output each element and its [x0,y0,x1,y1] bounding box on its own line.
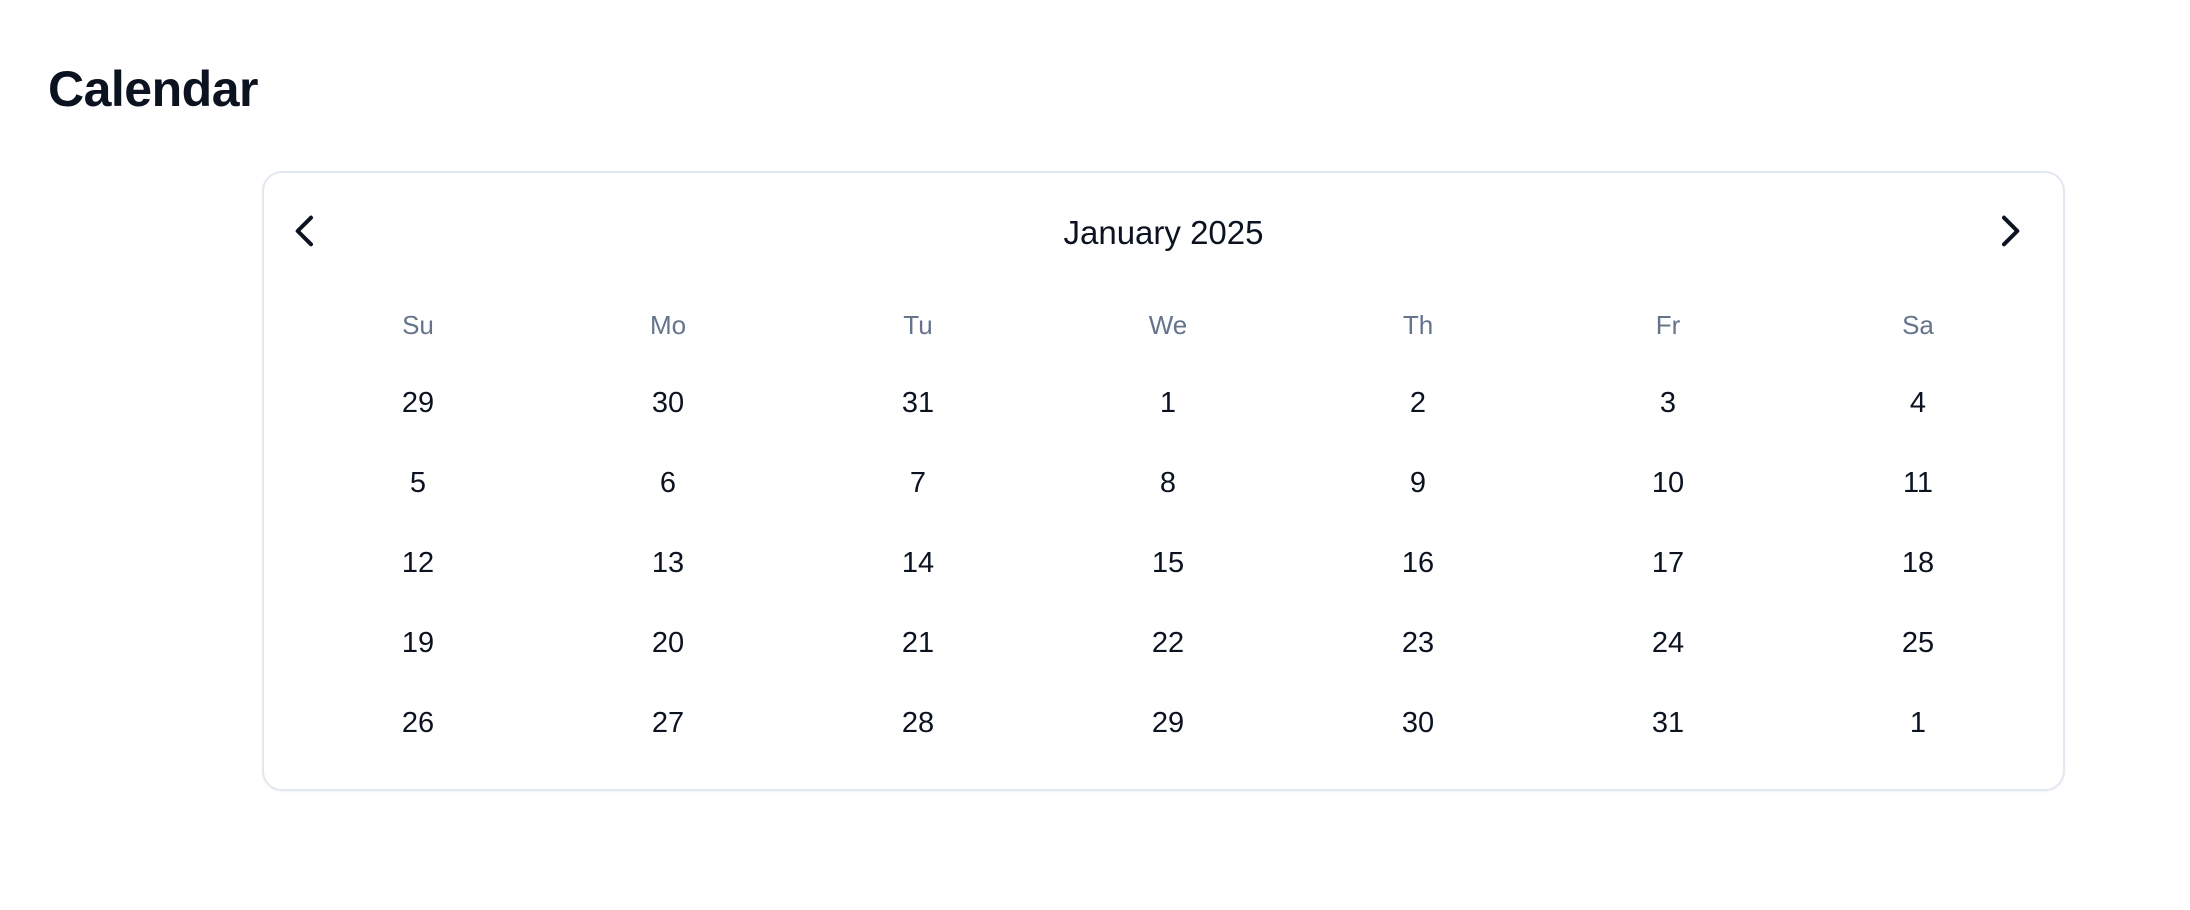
weekday-label: Sa [1902,310,1934,340]
day-cell[interactable]: 31 [901,386,935,419]
day-cell[interactable]: 7 [909,466,927,499]
previous-month-button[interactable] [278,205,334,261]
day-cell[interactable]: 29 [401,386,435,419]
day-cell[interactable]: 24 [1651,626,1685,659]
day-cell[interactable]: 25 [1901,626,1935,659]
day-cell[interactable]: 22 [1151,626,1185,659]
weekday-label: We [1148,310,1188,340]
day-cell[interactable]: 10 [1651,466,1685,499]
page-title: Calendar [48,61,258,117]
day-cell[interactable]: 13 [651,546,685,579]
day-cell[interactable]: 31 [1651,706,1685,739]
month-label: January 2025 [1063,214,1264,251]
day-cell[interactable]: 29 [1151,706,1185,739]
day-cell[interactable]: 20 [651,626,685,659]
day-cell[interactable]: 28 [901,706,935,739]
day-cell[interactable]: 19 [401,626,435,659]
day-cell[interactable]: 17 [1651,546,1685,579]
day-cell[interactable]: 18 [1901,546,1935,579]
day-cell[interactable]: 21 [901,626,935,659]
day-cell[interactable]: 27 [651,706,685,739]
day-cell[interactable]: 4 [1909,386,1927,419]
day-cell[interactable]: 16 [1401,546,1435,579]
day-cell[interactable]: 12 [401,546,435,579]
day-cell[interactable]: 1 [1909,706,1927,739]
day-cell[interactable]: 11 [1902,466,1934,499]
chevron-left-icon [286,211,326,256]
day-cell[interactable]: 2 [1409,386,1427,419]
day-cell[interactable]: 23 [1401,626,1435,659]
weekday-header-row: Su Mo Tu We Th Fr Sa [293,305,2043,345]
days-grid: 29 30 31 1 2 3 4 5 6 7 8 9 10 11 12 13 1… [293,363,2043,763]
day-cell[interactable]: 3 [1659,386,1677,419]
day-cell[interactable]: 15 [1151,546,1185,579]
day-cell[interactable]: 30 [1401,706,1435,739]
day-cell[interactable]: 9 [1409,466,1427,499]
chevron-right-icon [1989,211,2029,256]
weekday-label: Tu [903,310,933,340]
calendar: January 2025 Su Mo Tu We Th Fr Sa 29 30 … [262,171,2065,791]
weekday-label: Mo [649,310,687,340]
weekday-label: Fr [1655,310,1681,340]
day-cell[interactable]: 1 [1159,386,1177,419]
day-cell[interactable]: 26 [401,706,435,739]
day-cell[interactable]: 14 [901,546,935,579]
day-cell[interactable]: 6 [659,466,677,499]
weekday-label: Th [1402,310,1434,340]
calendar-header: January 2025 [264,173,2063,293]
day-cell[interactable]: 5 [409,466,427,499]
day-cell[interactable]: 30 [651,386,685,419]
next-month-button[interactable] [1981,205,2037,261]
day-cell[interactable]: 8 [1159,466,1177,499]
weekday-label: Su [402,310,434,340]
